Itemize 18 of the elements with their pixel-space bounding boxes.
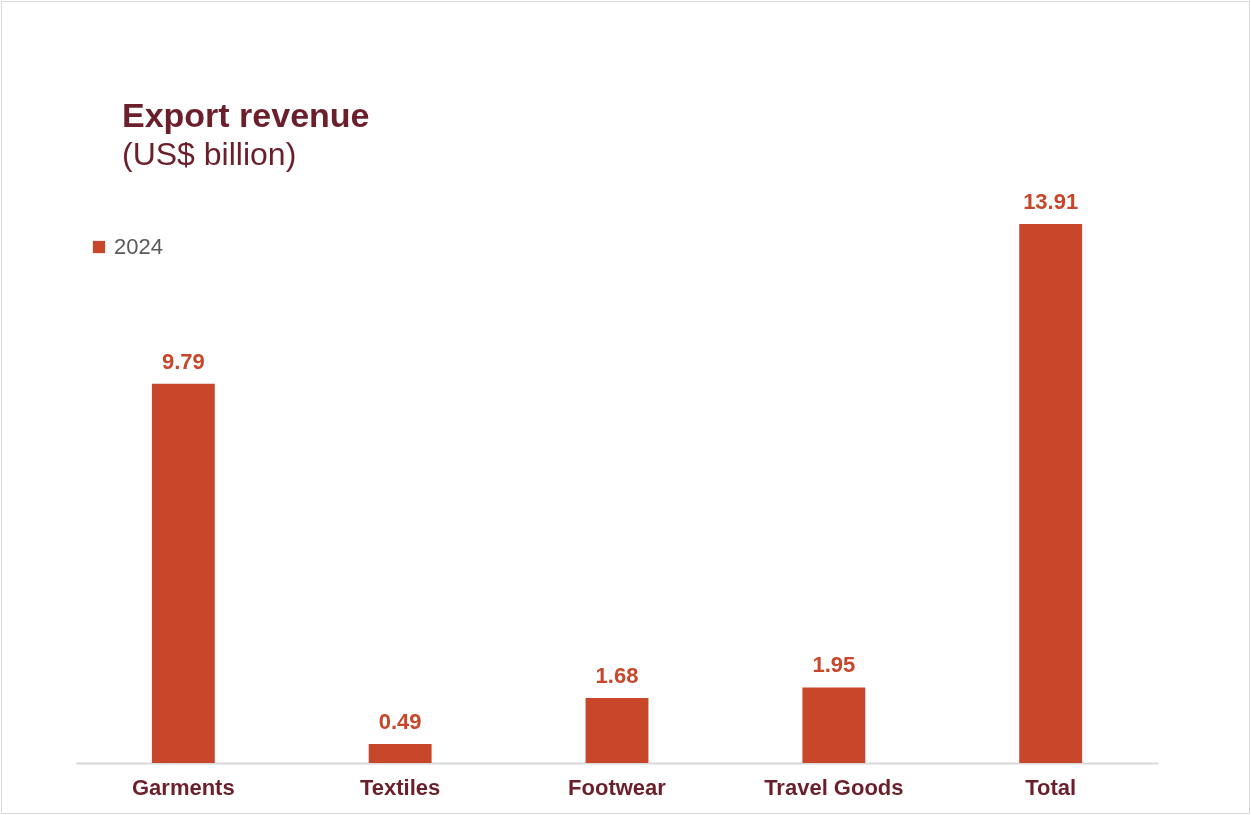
data-label: 13.91: [1023, 189, 1079, 214]
bar: [151, 383, 215, 763]
x-tick-label: Footwear: [568, 774, 667, 800]
legend-label: 2024: [114, 234, 163, 259]
bar: [585, 697, 649, 763]
chart-subtitle: (US$ billion): [122, 136, 297, 172]
bar: [1019, 224, 1083, 763]
x-tick-label: Textiles: [360, 774, 441, 800]
bar: [368, 744, 432, 763]
bar: [802, 687, 866, 763]
x-tick-label: Garments: [131, 774, 235, 800]
x-tick-label: Total: [1025, 774, 1077, 800]
x-tick-label: Travel Goods: [764, 774, 904, 800]
data-label: 1.68: [595, 662, 639, 688]
data-label: 9.79: [161, 348, 205, 374]
data-label: 1.95: [812, 652, 856, 678]
chart-title: Export revenue: [122, 96, 370, 134]
data-label: 0.49: [378, 709, 422, 735]
